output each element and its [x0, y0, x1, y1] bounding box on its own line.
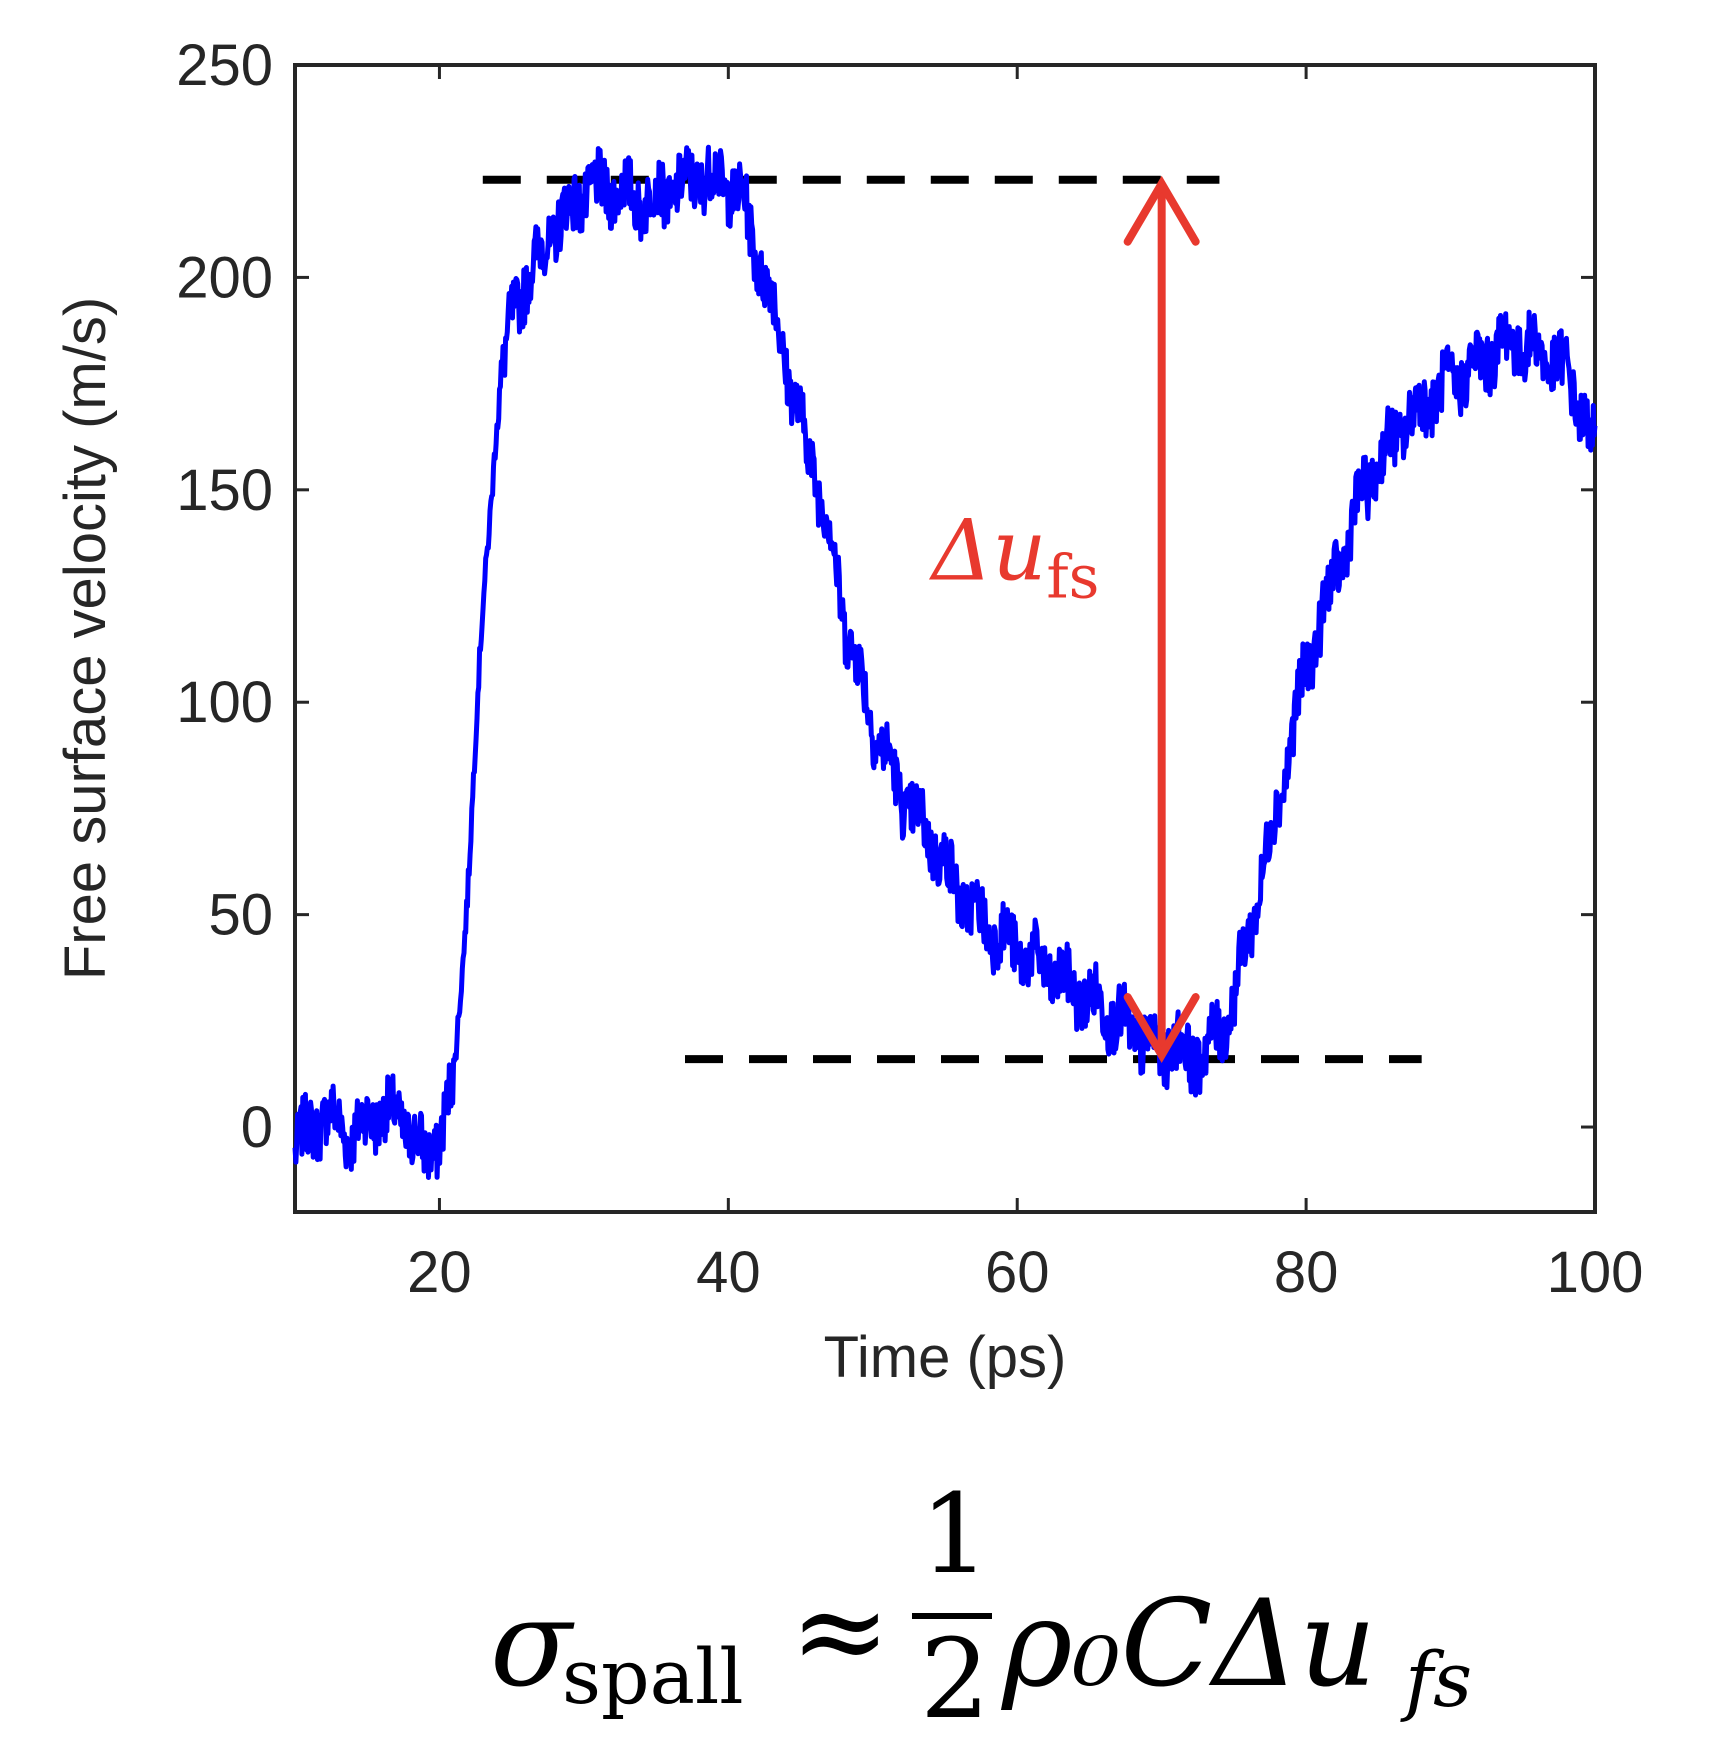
x-tick-label: 40 [696, 1240, 761, 1305]
x-axis-label: Time (ps) [824, 1325, 1067, 1390]
plot-frame [293, 63, 1597, 1214]
axis-ticks: 20 40 60 80 100 0 50 100 150 200 250 [176, 33, 1643, 1305]
x-tick-label: 20 [407, 1240, 472, 1305]
arrow-head-bottom [1123, 993, 1200, 1063]
delta-arrow [1123, 175, 1200, 1063]
y-tick-label: 150 [176, 458, 273, 523]
y-tick-label: 100 [176, 670, 273, 735]
y-tick-label: 0 [241, 1095, 273, 1160]
y-tick-label: 200 [176, 245, 273, 310]
reference-lines [482, 175, 1422, 1064]
formula-approx-sign: ≈ [790, 1562, 891, 1701]
velocity-line [292, 144, 1598, 1180]
formula-numerator: 1 [920, 1470, 990, 1598]
x-tick-label: 80 [1274, 1240, 1339, 1305]
formula-sigma-subscript: spall [562, 1632, 744, 1721]
x-tick-label: 100 [1547, 1240, 1644, 1305]
formula-rest: ρ₀CΔu [1002, 1575, 1377, 1714]
x-tick-label: 60 [985, 1240, 1050, 1305]
formula-sigma: σ [490, 1575, 572, 1714]
formula-fraction-bar [912, 1613, 992, 1619]
delta-u-fs-label: Δufs [929, 501, 1100, 612]
y-tick-label: 50 [208, 883, 273, 948]
formula-fs-subscript: fs [1405, 1635, 1473, 1724]
velocity-chart: 20 40 60 80 100 0 50 100 150 200 250 Δufs Free sur… [53, 33, 1643, 1390]
arrow-head-top [1123, 175, 1200, 246]
y-axis-label: Free surface velocity (m/s) [53, 297, 118, 980]
y-tick-label: 250 [176, 33, 273, 98]
spall-strength-formula: σ spall ≈ 1 2 ρ₀CΔu fs [490, 1470, 1490, 1743]
formula-denominator: 2 [920, 1615, 990, 1743]
